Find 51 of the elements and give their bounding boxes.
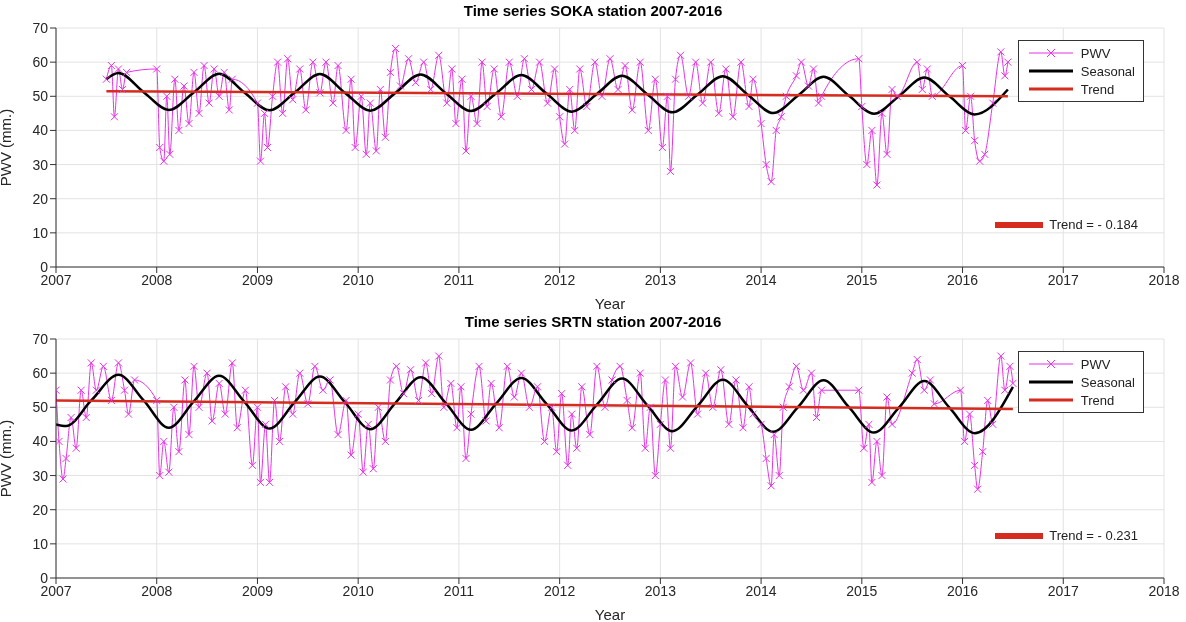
x-tick-label: 2010 bbox=[342, 582, 374, 599]
x-tick-label: 2014 bbox=[745, 271, 777, 288]
x-tick-label: 2010 bbox=[342, 271, 374, 288]
x-tick-label: 2009 bbox=[241, 582, 274, 599]
y-tick-label: 20 bbox=[32, 501, 49, 518]
legend-label: Seasonal bbox=[1080, 374, 1135, 390]
annotation: Trend = - 0.184 bbox=[1049, 217, 1138, 233]
line-series bbox=[56, 373, 1015, 435]
x-tick-label: 2013 bbox=[644, 271, 677, 288]
y-tick-label: 60 bbox=[32, 54, 49, 71]
x-tick-label: 2014 bbox=[745, 582, 777, 599]
x-tick-label: 2015 bbox=[846, 582, 878, 599]
x-tick-label: 2012 bbox=[544, 582, 576, 599]
x-tick-label: 2016 bbox=[946, 582, 979, 599]
legend-label: PWV bbox=[1080, 356, 1111, 372]
legend-label: Seasonal bbox=[1080, 63, 1135, 79]
x-axis-title: Year bbox=[594, 606, 626, 622]
x-tick-label: 2012 bbox=[544, 271, 576, 288]
y-tick-label: 40 bbox=[32, 433, 49, 450]
x-tick-label: 2013 bbox=[644, 582, 677, 599]
x-tick-label: 2011 bbox=[443, 271, 475, 288]
legend-label: Trend bbox=[1080, 392, 1115, 408]
y-tick-label: 70 bbox=[32, 19, 49, 36]
y-tick-label: 30 bbox=[32, 467, 49, 484]
x-tick-label: 2015 bbox=[846, 271, 878, 288]
y-axis-title: PWV (mm.) bbox=[0, 419, 15, 498]
y-tick-label: 20 bbox=[32, 190, 49, 207]
x-tick-label: 2009 bbox=[241, 271, 274, 288]
x-tick-label: 2011 bbox=[443, 582, 475, 599]
y-tick-label: 50 bbox=[32, 88, 49, 105]
y-tick-label: 50 bbox=[32, 399, 49, 416]
x-axis-title: Year bbox=[594, 295, 626, 312]
x-tick-label: 2017 bbox=[1047, 271, 1080, 288]
annotation: Trend = - 0.231 bbox=[1049, 528, 1138, 544]
y-tick-label: 40 bbox=[32, 122, 49, 139]
x-tick-label: 2016 bbox=[946, 271, 979, 288]
y-tick-label: 30 bbox=[32, 156, 49, 173]
y-tick-label: 10 bbox=[32, 535, 49, 552]
x-tick-label: 2008 bbox=[141, 271, 173, 288]
y-axis-title: PWV (mm.) bbox=[0, 108, 15, 187]
y-tick-label: 60 bbox=[32, 365, 49, 382]
legend-label: Trend bbox=[1080, 81, 1115, 97]
y-tick-label: 70 bbox=[32, 330, 49, 347]
y-tick-label: 10 bbox=[32, 224, 49, 241]
chart-title: Time series SOKA station 2007-2016 bbox=[463, 2, 723, 19]
x-tick-label: 2018 bbox=[1148, 271, 1180, 288]
x-tick-label: 2018 bbox=[1148, 582, 1180, 599]
chart-title: Time series SRTN station 2007-2016 bbox=[464, 313, 722, 330]
legend-label: PWV bbox=[1080, 45, 1111, 61]
x-tick-label: 2008 bbox=[141, 582, 173, 599]
x-tick-label: 2017 bbox=[1047, 582, 1080, 599]
